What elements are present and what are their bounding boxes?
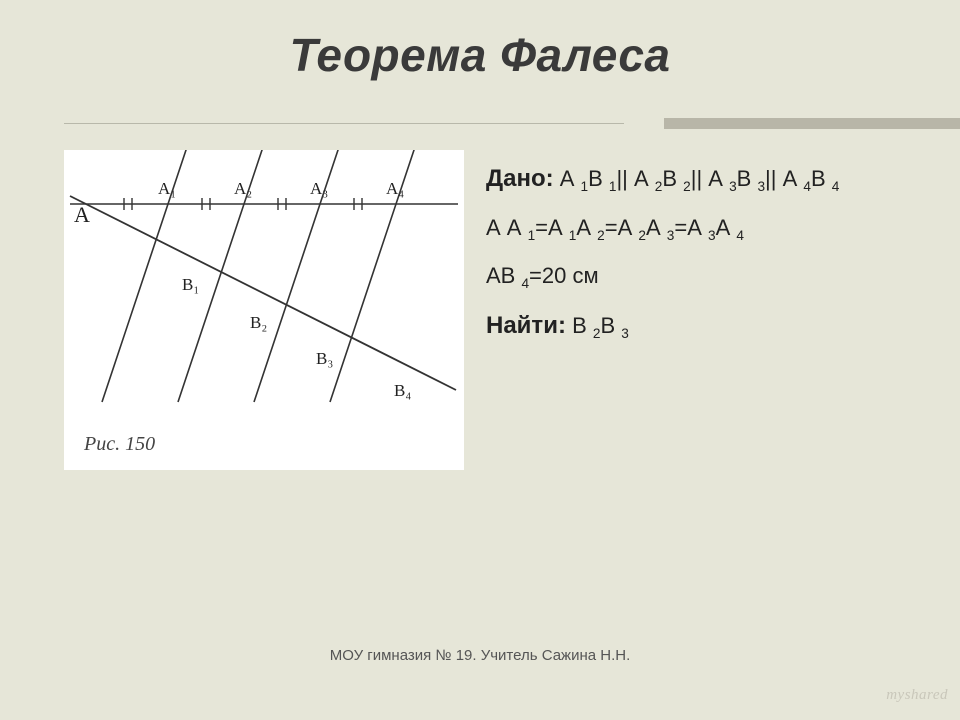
slide-title: Теорема Фалеса <box>0 28 960 82</box>
label-B3: B₃ <box>316 349 333 368</box>
watermark-text: myshared <box>886 687 948 704</box>
given-line-3: АВ 4=20 см <box>486 259 916 293</box>
thales-diagram-svg: A A₁ A₂ A₃ A₄ B₁ B₂ B₃ B₄ Рис. 150 <box>64 150 464 470</box>
footer-text: МОУ гимназия № 19. Учитель Сажина Н.Н. <box>0 647 960 664</box>
find-body: В 2В 3 <box>572 313 629 338</box>
label-A4: A₄ <box>386 179 404 198</box>
divider-thick <box>664 118 960 129</box>
label-B2: B₂ <box>250 313 267 332</box>
figure-diagram: A A₁ A₂ A₃ A₄ B₁ B₂ B₃ B₄ Рис. 150 <box>64 150 464 470</box>
label-B1: B₁ <box>182 275 199 294</box>
find-line: Найти: В 2В 3 <box>486 307 916 344</box>
problem-text: Дано: А 1В 1|| А 2В 2|| А 3В 3|| А 4В 4 … <box>486 160 916 359</box>
find-label: Найти: <box>486 312 566 339</box>
given-body-1: А 1В 1|| А 2В 2|| А 3В 3|| А 4В 4 <box>560 166 840 191</box>
given-label: Дано: <box>486 165 554 192</box>
divider-row <box>64 118 960 130</box>
label-A: A <box>74 202 90 227</box>
label-A2: A₂ <box>234 179 252 198</box>
label-B4: B₄ <box>394 381 411 400</box>
divider-thin <box>64 123 624 124</box>
figure-caption: Рис. 150 <box>83 433 155 455</box>
label-A1: A₁ <box>158 179 176 198</box>
given-line-2: А А 1=А 1А 2=А 2А 3=А 3А 4 <box>486 211 916 245</box>
label-A3: A₃ <box>310 179 328 198</box>
given-line-1: Дано: А 1В 1|| А 2В 2|| А 3В 3|| А 4В 4 <box>486 160 916 197</box>
